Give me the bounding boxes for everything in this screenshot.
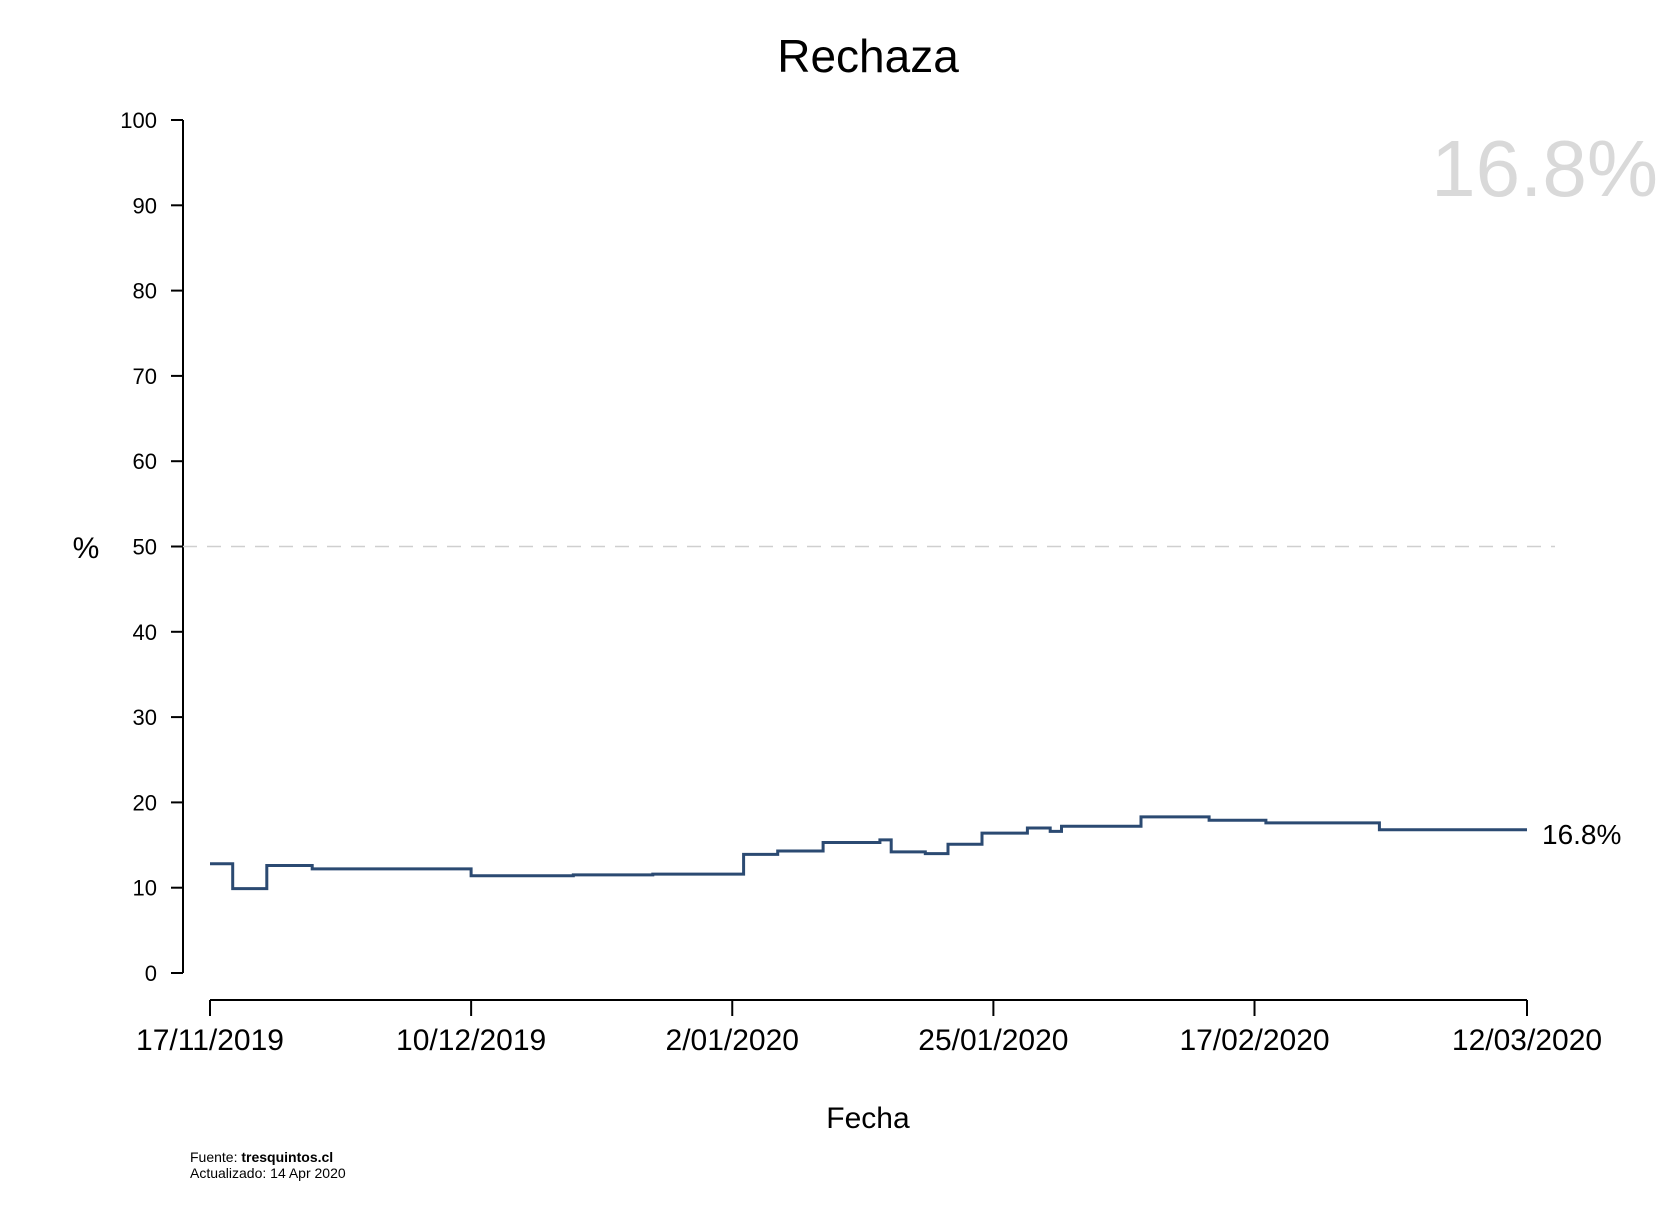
- x-axis: 17/11/2019 10/12/2019 2/01/2020 25/01/2020 1…: [136, 999, 1602, 1057]
- y-tick-label: 70: [133, 364, 157, 389]
- y-tick-label: 50: [133, 535, 157, 560]
- x-tick-label: 12/03/2020: [1452, 1024, 1602, 1057]
- y-tick-label: 90: [133, 193, 157, 218]
- end-value-label: 16.8%: [1542, 819, 1621, 850]
- y-tick-label: 10: [133, 876, 157, 901]
- updated-line: Actualizado: 14 Apr 2020: [190, 1165, 346, 1181]
- y-tick-label: 80: [133, 279, 157, 304]
- x-tick-label: 25/01/2020: [918, 1024, 1068, 1057]
- y-tick-label: 0: [145, 961, 157, 986]
- x-axis-label: Fecha: [826, 1102, 910, 1135]
- source-link[interactable]: tresquintos.cl: [241, 1149, 334, 1165]
- plot-area: [183, 545, 1555, 891]
- x-tick-label: 10/12/2019: [396, 1024, 546, 1057]
- source-prefix: Fuente:: [190, 1149, 242, 1165]
- series-line: [210, 815, 1527, 891]
- y-tick-label: 20: [133, 790, 157, 815]
- y-axis: 0 10 20 30 40 50 60 70 80 90 100: [120, 108, 184, 986]
- watermark-value: 16.8%: [1431, 124, 1658, 213]
- y-axis-label: %: [73, 532, 100, 565]
- x-tick-label: 17/02/2020: [1179, 1024, 1329, 1057]
- source-line: Fuente: tresquintos.cl: [190, 1149, 346, 1165]
- chart-title: Rechaza: [777, 30, 959, 82]
- x-tick-label: 17/11/2019: [136, 1024, 284, 1057]
- y-tick-label: 40: [133, 620, 157, 645]
- y-tick-label: 100: [120, 108, 157, 133]
- x-tick-label: 2/01/2020: [666, 1024, 799, 1057]
- y-tick-label: 30: [133, 705, 157, 730]
- y-tick-label: 60: [133, 449, 157, 474]
- footer: Fuente: tresquintos.cl Actualizado: 14 A…: [190, 1149, 346, 1181]
